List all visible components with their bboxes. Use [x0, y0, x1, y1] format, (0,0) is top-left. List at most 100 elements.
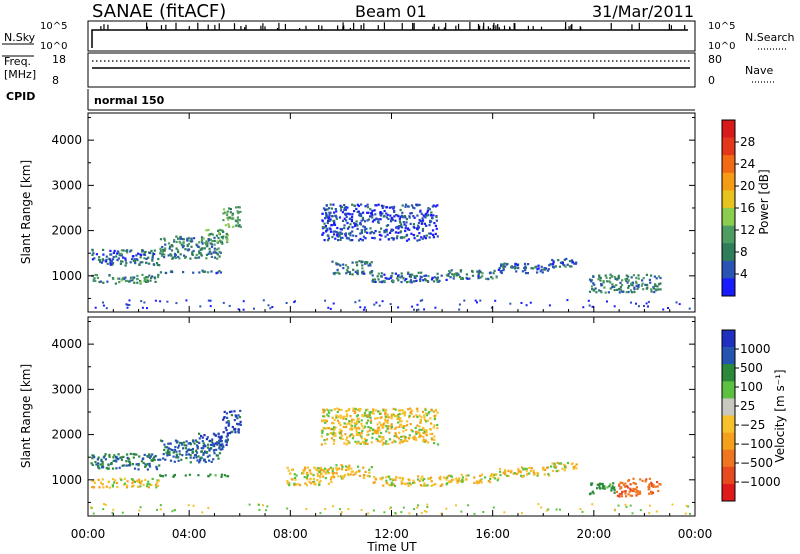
- range-cell: [339, 416, 342, 419]
- range-cell: [111, 262, 115, 265]
- ground-scatter-cell: [582, 306, 585, 309]
- range-cell: [402, 215, 405, 218]
- range-cell: [657, 288, 660, 291]
- range-cell: [372, 409, 375, 412]
- range-cell: [370, 212, 373, 215]
- range-cell: [182, 238, 185, 241]
- range-cell: [558, 265, 562, 268]
- range-cell: [473, 481, 476, 484]
- range-cell: [366, 211, 369, 214]
- range-cell: [323, 439, 326, 442]
- range-cell: [222, 208, 226, 211]
- ground-scatter-cell: [413, 508, 416, 510]
- range-cell: [343, 474, 346, 477]
- range-cell: [379, 238, 382, 241]
- range-cell: [325, 214, 328, 217]
- range-cell: [367, 419, 370, 422]
- range-cell: [155, 465, 158, 468]
- range-cell: [436, 204, 439, 207]
- range-cell: [151, 254, 154, 257]
- range-cell: [404, 216, 407, 219]
- range-cell: [124, 257, 127, 260]
- range-cell: [227, 223, 230, 226]
- range-cell: [334, 271, 337, 274]
- range-cell: [385, 230, 388, 233]
- range-cell: [143, 253, 147, 256]
- range-cell: [394, 440, 397, 443]
- range-cell: [211, 240, 214, 243]
- range-cell: [395, 237, 398, 240]
- range-cell: [423, 274, 426, 278]
- range-cell: [349, 231, 352, 234]
- range-cell: [175, 240, 178, 244]
- range-cell: [413, 435, 416, 438]
- range-cell: [306, 466, 309, 469]
- range-cell: [331, 427, 334, 431]
- range-cell: [385, 206, 388, 209]
- range-cell: [348, 407, 351, 410]
- range-cell: [394, 478, 397, 481]
- range-cell: [348, 464, 351, 467]
- ground-scatter-cell: [319, 512, 322, 515]
- range-cell: [146, 463, 149, 466]
- velocity-colorbar-label: Velocity [m s⁻¹]: [773, 369, 787, 462]
- range-cell: [135, 258, 138, 261]
- range-cell: [91, 258, 94, 261]
- ground-scatter-cell: [424, 509, 426, 512]
- range-cell: [618, 493, 621, 496]
- range-cell: [611, 286, 614, 289]
- range-cell: [96, 276, 99, 279]
- range-cell: [370, 466, 373, 469]
- range-cell: [394, 433, 398, 436]
- range-cell: [420, 275, 423, 279]
- range-cell: [427, 412, 430, 415]
- ground-scatter-cell: [591, 305, 594, 308]
- range-cell: [187, 448, 191, 451]
- range-cell: [148, 483, 151, 486]
- range-cell: [645, 273, 648, 276]
- range-cell: [226, 438, 229, 441]
- range-cell: [392, 207, 395, 210]
- range-cell: [335, 469, 339, 472]
- range-cell: [233, 419, 236, 422]
- range-cell: [332, 219, 335, 222]
- range-cell: [445, 478, 448, 481]
- range-cell: [451, 273, 454, 276]
- ground-scatter-cell: [606, 300, 608, 303]
- range-cell: [401, 204, 404, 207]
- range-cell: [416, 424, 419, 427]
- range-cell: [112, 256, 115, 259]
- range-cell: [344, 208, 348, 211]
- range-cell: [218, 232, 221, 235]
- colorbar-tick-label: 500: [740, 361, 763, 375]
- range-cell: [364, 425, 367, 428]
- range-cell: [124, 259, 127, 262]
- time-tick-label: 20:00: [577, 527, 612, 541]
- ground-scatter-cell: [159, 508, 162, 511]
- range-cell: [549, 465, 553, 468]
- range-cell: [322, 469, 325, 472]
- range-cell: [521, 270, 524, 273]
- range-cell: [231, 212, 234, 215]
- range-cell: [566, 263, 569, 266]
- range-cell: [322, 231, 325, 235]
- range-cell: [388, 438, 392, 441]
- range-cell: [148, 262, 151, 265]
- ground-scatter-cell: [588, 304, 591, 307]
- ground-scatter-cell: [293, 301, 296, 304]
- range-cell: [98, 256, 101, 259]
- range-cell: [312, 477, 315, 480]
- range-cell: [320, 443, 323, 446]
- range-cell: [650, 288, 653, 291]
- range-cell: [424, 279, 428, 282]
- range-cell: [602, 485, 606, 488]
- range-cell: [404, 227, 407, 230]
- range-cell: [97, 456, 100, 459]
- range-cell: [566, 461, 570, 465]
- range-cell: [364, 470, 367, 473]
- range-cell: [331, 468, 334, 471]
- range-cell: [132, 453, 135, 456]
- range-cell: [297, 483, 300, 486]
- range-cell: [236, 210, 239, 213]
- range-cell: [354, 440, 357, 443]
